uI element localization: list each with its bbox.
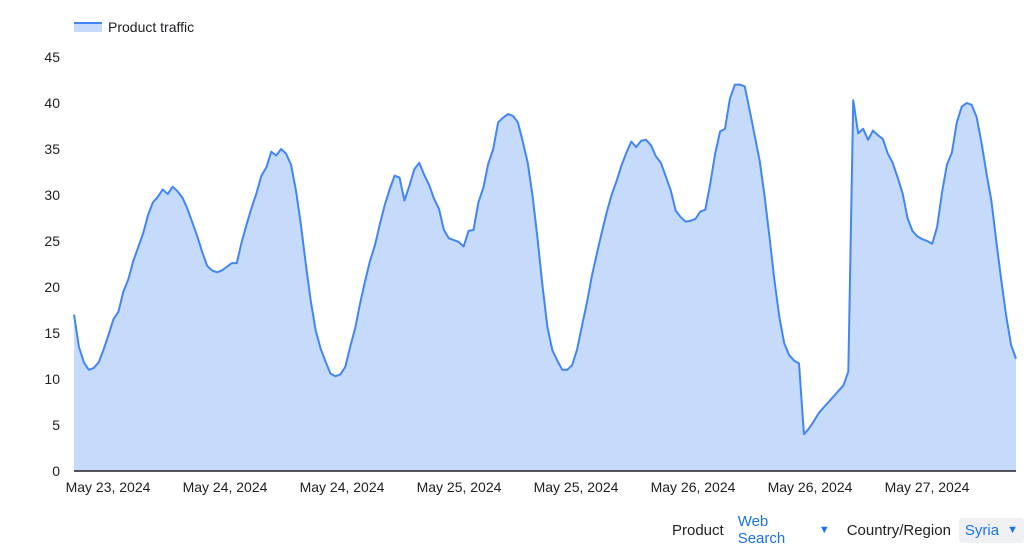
x-tick-label: May 26, 2024 <box>768 479 853 495</box>
y-tick-label: 5 <box>52 417 60 433</box>
y-tick-label: 35 <box>44 141 60 157</box>
y-axis: 0 5 10 15 20 25 30 35 40 45 <box>44 49 60 479</box>
x-tick-label: May 26, 2024 <box>651 479 736 495</box>
chart-legend: Product traffic <box>74 19 194 35</box>
x-tick-label: May 27, 2024 <box>885 479 970 495</box>
x-tick-label: May 25, 2024 <box>534 479 619 495</box>
x-tick-label: May 25, 2024 <box>417 479 502 495</box>
y-tick-label: 15 <box>44 325 60 341</box>
y-tick-label: 10 <box>44 371 60 387</box>
triangle-down-icon: ▼ <box>1007 524 1018 536</box>
legend-label: Product traffic <box>108 19 195 35</box>
x-tick-label: May 24, 2024 <box>183 479 268 495</box>
x-axis: May 23, 2024 May 24, 2024 May 24, 2024 May … <box>66 470 1016 495</box>
y-tick-label: 45 <box>44 49 60 65</box>
x-tick-label: May 24, 2024 <box>300 479 385 495</box>
series-line <box>73 83 1017 436</box>
x-tick-label: May 23, 2024 <box>66 479 151 495</box>
plot-area <box>73 83 1017 471</box>
y-tick-label: 25 <box>44 233 60 249</box>
product-dropdown-value: Web Search <box>737 513 786 547</box>
triangle-down-icon: ▼ <box>818 524 830 536</box>
product-dropdown[interactable]: Web Search ▼ <box>732 509 836 551</box>
series-area-fill <box>74 84 1016 471</box>
region-label: Country/Region <box>846 521 951 539</box>
region-dropdown[interactable]: Syria ▼ <box>958 517 1024 543</box>
legend-swatch-icon <box>74 22 102 32</box>
product-label: Product <box>672 521 724 539</box>
y-tick-label: 20 <box>44 279 60 295</box>
chart-controls: Product Web Search ▼ Country/Region Syri… <box>672 513 1024 547</box>
y-tick-label: 0 <box>52 463 60 479</box>
region-dropdown-value: Syria <box>964 521 1000 539</box>
y-tick-label: 40 <box>44 95 60 111</box>
y-tick-label: 30 <box>44 187 60 203</box>
